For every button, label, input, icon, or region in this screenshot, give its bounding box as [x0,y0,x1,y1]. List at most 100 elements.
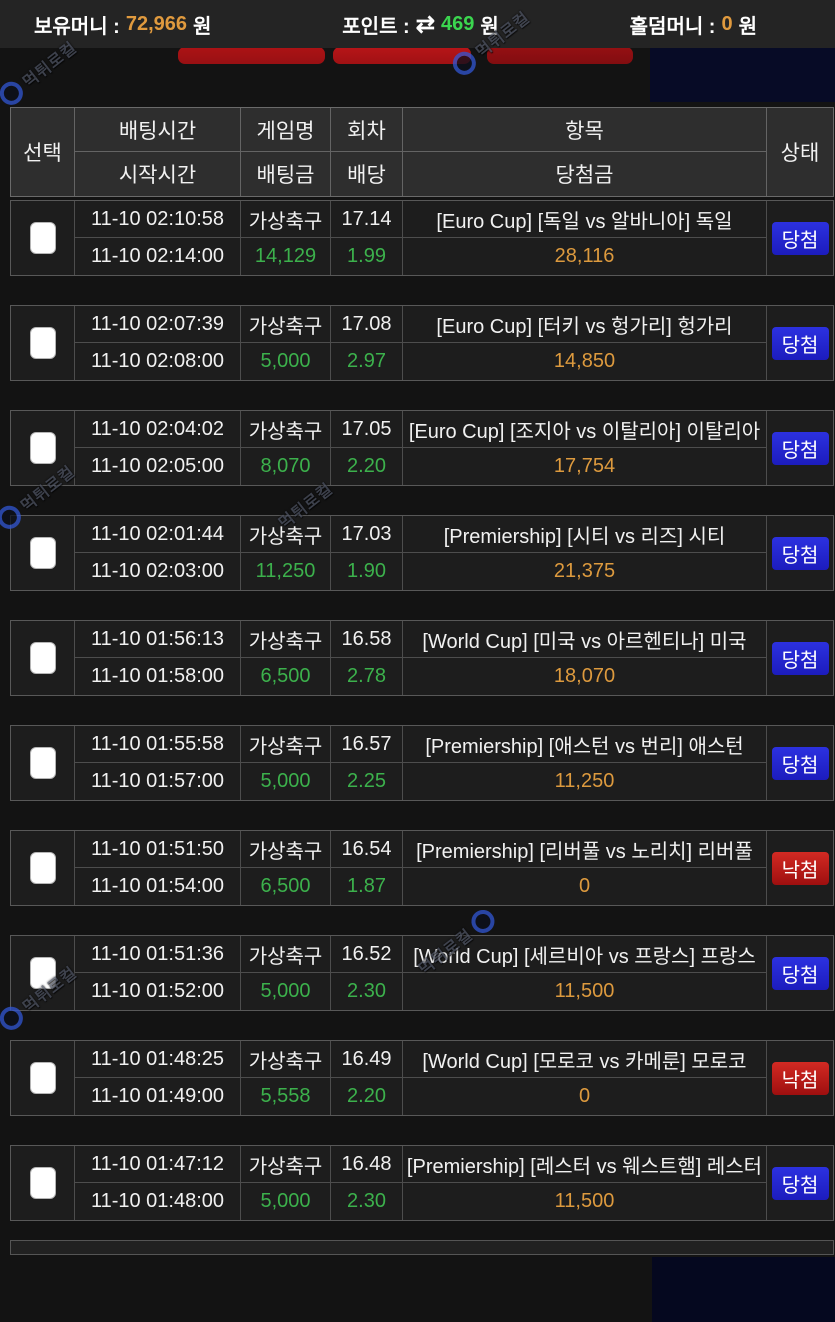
row-checkbox[interactable] [29,747,56,779]
odds-value: 2.20 [330,1078,402,1115]
odds-value: 2.25 [330,763,402,800]
win-amount: 28,116 [402,238,766,275]
odds-value: 1.99 [330,238,402,275]
odds-value: 2.30 [330,973,402,1010]
bet-time: 11-10 01:47:12 [74,1146,240,1183]
bet-amount: 6,500 [240,658,330,695]
row-select-cell [11,831,74,905]
bet-amount: 8,070 [240,448,330,485]
bet-item: [Premiership] [레스터 vs 웨스트햄] 레스터 [402,1146,766,1183]
bet-row: 11-10 01:48:25 가상축구 16.49 [World Cup] [모… [10,1040,834,1116]
status-badge: 낙첨 [771,851,829,885]
header-bet-time: 배팅시간 [74,108,240,152]
row-select-cell [11,726,74,800]
odds-value: 1.90 [330,553,402,590]
row-select-cell [11,936,74,1010]
row-select-cell [11,621,74,695]
start-time: 11-10 01:58:00 [74,658,240,695]
header-start-time: 시작시간 [74,152,240,196]
odds-value: 1.87 [330,868,402,905]
status-cell: 당첨 [766,1146,833,1220]
row-checkbox[interactable] [29,432,56,464]
win-amount: 14,850 [402,343,766,380]
header-game-name: 게임명 [240,108,330,152]
start-time: 11-10 01:48:00 [74,1183,240,1220]
start-time: 11-10 01:57:00 [74,763,240,800]
held-money-currency: 원 [193,15,212,38]
points-money: 포인트 : ⇄ 469 원 [342,10,498,39]
win-amount: 11,500 [402,1183,766,1220]
row-checkbox[interactable] [29,537,56,569]
holdem-money-label: 홀덤머니 : [629,15,716,38]
status-cell: 낙첨 [766,831,833,905]
game-name: 가상축구 [240,936,330,973]
action-button-2[interactable] [333,47,471,64]
status-badge: 당첨 [771,431,829,465]
row-checkbox[interactable] [29,642,56,674]
row-checkbox[interactable] [29,957,56,989]
status-badge: 당첨 [771,326,829,360]
game-name: 가상축구 [240,516,330,553]
win-amount: 18,070 [402,658,766,695]
game-name: 가상축구 [240,621,330,658]
win-amount: 17,754 [402,448,766,485]
odds-value: 2.30 [330,1183,402,1220]
win-amount: 11,250 [402,763,766,800]
start-time: 11-10 01:49:00 [74,1078,240,1115]
points-currency: 원 [480,15,499,38]
bet-amount: 5,000 [240,763,330,800]
odds-value: 2.20 [330,448,402,485]
status-badge: 당첨 [771,641,829,675]
status-cell: 당첨 [766,936,833,1010]
start-time: 11-10 01:54:00 [74,868,240,905]
bet-amount: 5,558 [240,1078,330,1115]
row-checkbox[interactable] [29,327,56,359]
swap-arrows-icon[interactable]: ⇄ [415,10,435,37]
header-bet-amount: 배팅금 [240,152,330,196]
bet-amount: 5,000 [240,343,330,380]
round-number: 17.03 [330,516,402,553]
header-status: 상태 [766,108,833,196]
row-checkbox[interactable] [29,1062,56,1094]
bet-time: 11-10 02:07:39 [74,306,240,343]
round-number: 17.08 [330,306,402,343]
game-name: 가상축구 [240,831,330,868]
side-panel-top [650,48,835,102]
bet-time: 11-10 02:10:58 [74,201,240,238]
round-number: 16.52 [330,936,402,973]
bet-item: [Euro Cup] [조지아 vs 이탈리아] 이탈리아 [402,411,766,448]
bet-amount: 5,000 [240,973,330,1010]
start-time: 11-10 01:52:00 [74,973,240,1010]
row-checkbox[interactable] [29,1167,56,1199]
bet-row: 11-10 02:10:58 가상축구 17.14 [Euro Cup] [독일… [10,200,834,276]
game-name: 가상축구 [240,1041,330,1078]
bet-time: 11-10 01:56:13 [74,621,240,658]
holdem-money: 홀덤머니 : 0 원 [630,10,757,39]
status-cell: 당첨 [766,516,833,590]
status-badge: 당첨 [771,956,829,990]
status-badge: 당첨 [771,536,829,570]
row-checkbox[interactable] [29,222,56,254]
bet-row: 11-10 01:47:12 가상축구 16.48 [Premiership] … [10,1145,834,1221]
bet-amount: 11,250 [240,553,330,590]
header-item: 항목 [402,108,766,152]
bet-time: 11-10 02:04:02 [74,411,240,448]
bet-history-table: 선택 배팅시간 게임명 회차 항목 상태 시작시간 배팅금 배당 당첨금 11-… [10,107,834,1255]
header-round: 회차 [330,108,402,152]
status-cell: 당첨 [766,621,833,695]
bet-time: 11-10 01:48:25 [74,1041,240,1078]
bet-item: [Euro Cup] [터키 vs 헝가리] 헝가리 [402,306,766,343]
game-name: 가상축구 [240,726,330,763]
side-panel-bottom [652,1257,835,1322]
action-button-1[interactable] [178,47,325,64]
status-cell: 당첨 [766,411,833,485]
bet-row: 11-10 01:56:13 가상축구 16.58 [World Cup] [미… [10,620,834,696]
round-number: 16.58 [330,621,402,658]
status-cell: 당첨 [766,726,833,800]
bet-row: 11-10 01:55:58 가상축구 16.57 [Premiership] … [10,725,834,801]
row-select-cell [11,201,74,275]
row-checkbox[interactable] [29,852,56,884]
action-button-3[interactable] [487,47,633,64]
game-name: 가상축구 [240,1146,330,1183]
bet-item: [Premiership] [시티 vs 리즈] 시티 [402,516,766,553]
